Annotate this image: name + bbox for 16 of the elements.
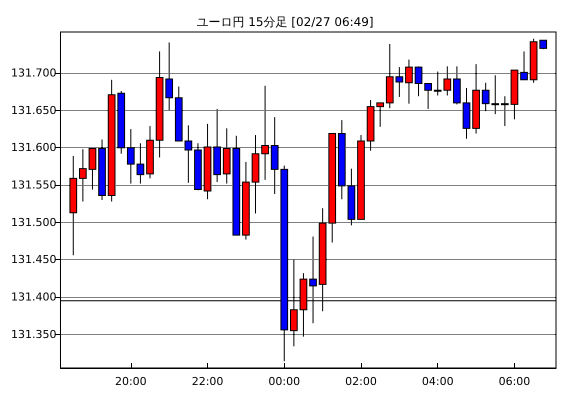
x-tick-label: 00:00	[268, 375, 300, 388]
y-tick-label: 131.450	[10, 253, 56, 266]
x-tick-label: 04:00	[422, 375, 454, 388]
y-tick-label: 131.700	[10, 66, 56, 80]
y-tick-label: 131.400	[10, 290, 56, 304]
chart-title: ユーロ円 15分足 [02/27 06:49]	[196, 15, 374, 29]
x-tick-label: 22:00	[192, 375, 224, 388]
x-tick-label: 02:00	[345, 375, 377, 388]
y-tick-label: 131.600	[10, 141, 56, 154]
y-tick-label: 131.350	[10, 328, 56, 341]
y-tick-label: 131.650	[10, 104, 56, 117]
x-tick-label: 20:00	[114, 375, 147, 388]
candlestick	[424, 83, 432, 110]
x-tick-label: 06:00	[498, 375, 530, 388]
y-tick-label: 131.500	[10, 216, 56, 229]
y-tick-label: 131.550	[10, 178, 56, 192]
